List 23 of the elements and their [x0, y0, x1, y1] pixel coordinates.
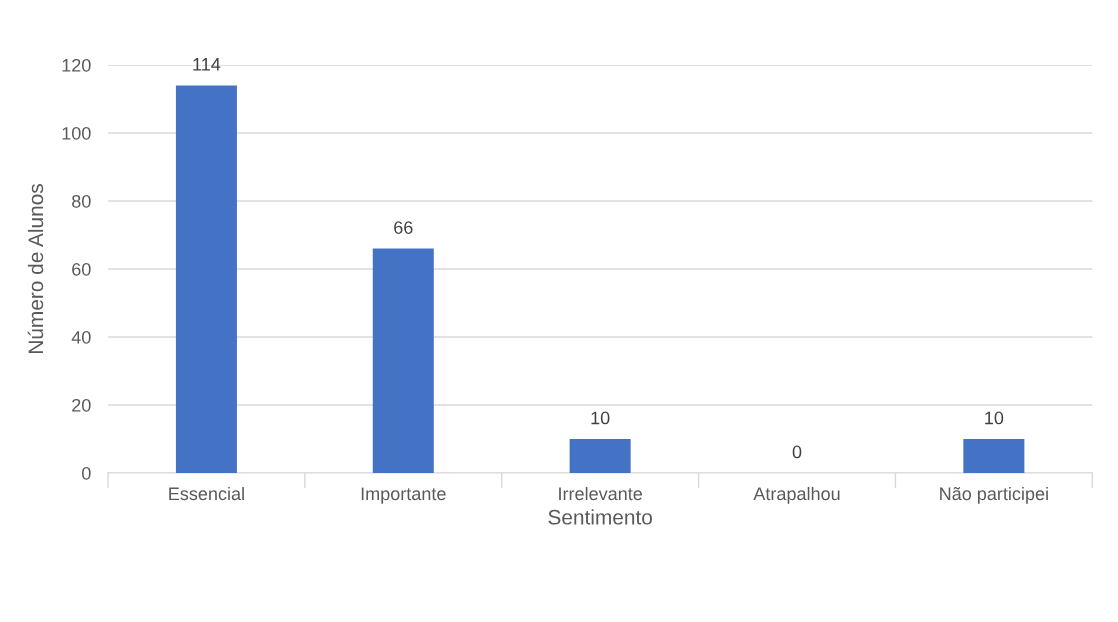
y-axis-title: Número de Alunos: [27, 184, 44, 353]
y-tick-label: 40: [71, 330, 91, 344]
x-tick-label: Atrapalhou: [753, 486, 840, 504]
bar: [175, 85, 237, 474]
bar: [569, 439, 631, 474]
bar: [372, 248, 434, 474]
x-axis-title: Sentimento: [548, 509, 652, 525]
x-tick-label: Irrelevante: [559, 486, 642, 501]
bar: [963, 439, 1025, 474]
data-label: 114: [193, 58, 221, 71]
x-tick-label: Importante: [361, 487, 446, 504]
x-tick-label: Não participei: [940, 486, 1048, 504]
data-label: 0: [792, 445, 802, 459]
y-tick-label: 120: [62, 58, 91, 72]
y-tick-label: 60: [72, 262, 91, 276]
x-tick-label: Essencial: [169, 486, 244, 501]
y-tick-label: 80: [72, 194, 91, 208]
y-tick-label: 0: [82, 466, 91, 480]
data-label: 66: [394, 221, 413, 234]
data-label: 10: [591, 411, 610, 425]
data-label: 10: [985, 411, 1004, 425]
y-tick-label: 100: [62, 126, 91, 140]
y-tick-label: 20: [72, 398, 91, 412]
